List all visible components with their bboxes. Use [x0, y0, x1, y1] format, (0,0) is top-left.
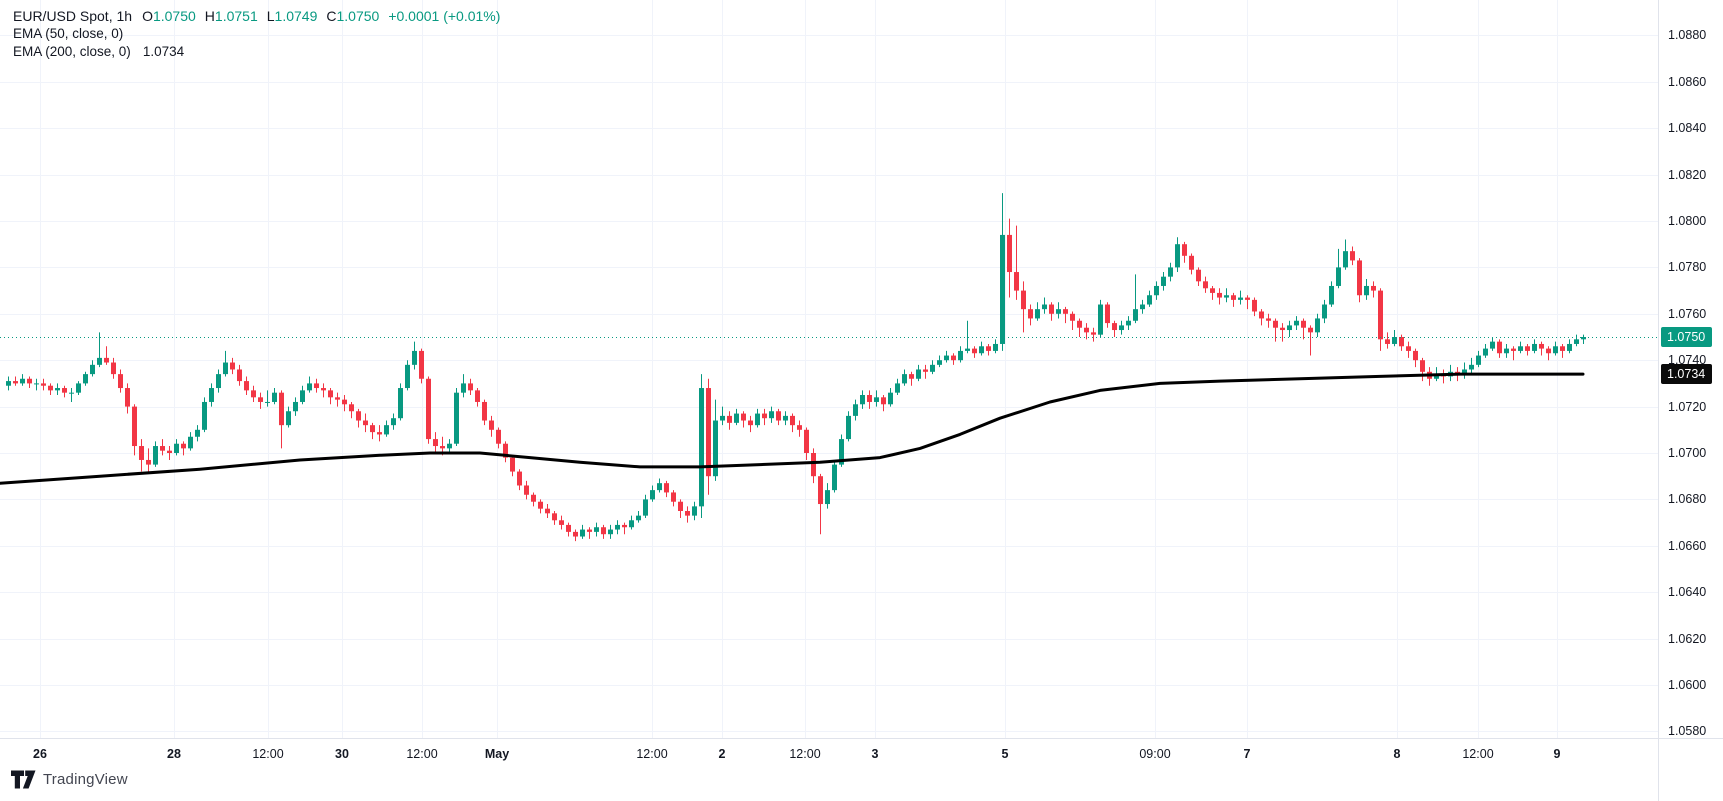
price-tick-label: 1.0600 — [1668, 678, 1707, 692]
price-tick-label: 1.0580 — [1668, 724, 1707, 738]
time-tick-label: 12:00 — [252, 747, 284, 761]
time-tick-label: 9 — [1553, 747, 1561, 761]
time-tick-label: May — [484, 747, 510, 761]
price-tick-label: 1.0760 — [1668, 307, 1707, 321]
price-tick-label: 1.0700 — [1668, 446, 1707, 460]
indicator-ema50-row[interactable]: EMA (50, close, 0) — [13, 26, 500, 44]
price-tick-label: 1.0720 — [1668, 400, 1707, 414]
indicator-ema200-row[interactable]: EMA (200, close, 0) 1.0734 — [13, 44, 500, 62]
ohlc-low: L1.0749 — [266, 8, 318, 24]
time-tick-label: 12:00 — [789, 747, 821, 761]
indicator-ema200-label[interactable]: EMA (200, close, 0) — [13, 43, 131, 59]
price-tick-label: 1.0780 — [1668, 260, 1707, 274]
time-tick-label: 09:00 — [1139, 747, 1171, 761]
ema200-value-badge: 1.0734 — [1661, 364, 1713, 384]
ohlc-close: C1.0750 — [326, 8, 380, 24]
time-tick-label: 3 — [871, 747, 879, 761]
price-tick-label: 1.0620 — [1668, 632, 1707, 646]
indicator-ema200-value: 1.0734 — [142, 43, 185, 59]
ohlc-open: O1.0750 — [142, 8, 196, 24]
time-axis[interactable]: 26 28 12:00 30 12:00 May 12:00 2 12:00 3 5 09:00 7 8 1… — [0, 738, 1658, 801]
tradingview-attribution[interactable]: TradingView — [11, 770, 128, 789]
price-tick-label: 1.0680 — [1668, 492, 1707, 506]
time-tick-label: 26 — [33, 747, 47, 761]
indicator-ema50-label[interactable]: EMA (50, close, 0) — [13, 26, 124, 41]
time-tick-label: 30 — [335, 747, 349, 761]
last-price-badge: 1.0750 — [1661, 327, 1713, 347]
ohlc-change: +0.0001 (+0.01%) — [388, 8, 501, 24]
axis-corner — [1658, 738, 1723, 801]
tradingview-brand-text: TradingView — [43, 771, 128, 788]
symbol-title[interactable]: EUR/USD Spot, 1h — [13, 8, 133, 24]
time-tick-label: 7 — [1243, 747, 1251, 761]
time-tick-label: 2 — [718, 747, 726, 761]
price-tick-label: 1.0660 — [1668, 539, 1707, 553]
price-tick-label: 1.0860 — [1668, 75, 1707, 89]
grid-lines — [0, 0, 1658, 738]
price-tick-label: 1.0740 — [1668, 353, 1707, 367]
price-tick-label: 1.0840 — [1668, 121, 1707, 135]
price-axis[interactable]: 1.0880 1.0860 1.0840 1.0820 1.0800 1.0780 1.07… — [1658, 0, 1723, 738]
price-tick-label: 1.0880 — [1668, 28, 1707, 42]
time-tick-label: 8 — [1393, 747, 1401, 761]
ema200-line[interactable] — [0, 372, 1585, 485]
time-tick-label: 12:00 — [406, 747, 438, 761]
ohlc-high: H1.0751 — [204, 8, 258, 24]
chart-legend: EUR/USD Spot, 1h O1.0750 H1.0751 L1.0749… — [13, 8, 500, 61]
price-tick-label: 1.0820 — [1668, 168, 1707, 182]
time-tick-label: 12:00 — [636, 747, 668, 761]
time-tick-label: 5 — [1001, 747, 1009, 761]
chart-plot-area[interactable] — [0, 0, 1658, 738]
legend-symbol-row[interactable]: EUR/USD Spot, 1h O1.0750 H1.0751 L1.0749… — [13, 8, 500, 26]
tradingview-logo-icon — [11, 770, 36, 789]
time-tick-label: 12:00 — [1462, 747, 1494, 761]
price-tick-label: 1.0640 — [1668, 585, 1707, 599]
time-tick-label: 28 — [167, 747, 181, 761]
price-tick-label: 1.0800 — [1668, 214, 1707, 228]
candles-group — [6, 193, 1586, 542]
candlestick-chart[interactable] — [0, 0, 1658, 738]
